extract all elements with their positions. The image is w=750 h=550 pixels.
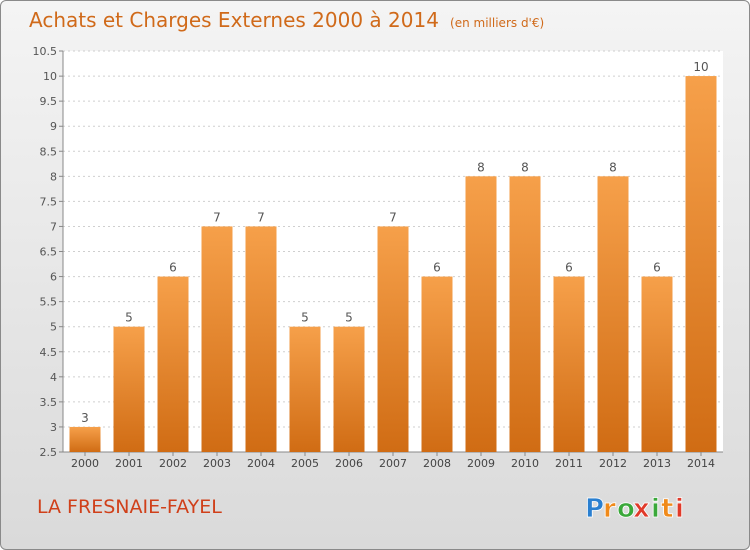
bar-value-label: 6 (169, 261, 177, 275)
x-tick-label: 2009 (467, 457, 495, 470)
bar (289, 326, 321, 452)
logo-letter: P (585, 494, 604, 524)
x-tick-label: 2001 (115, 457, 143, 470)
bar-value-label: 6 (433, 261, 441, 275)
x-tick-label: 2006 (335, 457, 363, 470)
bar (201, 226, 233, 452)
bar-value-label: 10 (693, 60, 708, 74)
bar-value-label: 8 (609, 160, 617, 174)
y-tick-label: 2.5 (40, 446, 58, 459)
bar (465, 176, 497, 452)
logo-letter: i (651, 494, 660, 524)
y-tick-label: 9 (50, 120, 57, 133)
logo-letter: o (617, 494, 635, 524)
x-tick-label: 2007 (379, 457, 407, 470)
proxiti-logo: Pr ox i t i (585, 494, 685, 525)
x-tick-label: 2014 (687, 457, 715, 470)
bar (245, 226, 277, 452)
x-tick-label: 2013 (643, 457, 671, 470)
y-tick-label: 7 (50, 220, 57, 233)
y-tick-label: 9.5 (40, 95, 58, 108)
logo-letter: i (675, 494, 684, 524)
x-tick-label: 2012 (599, 457, 627, 470)
bar-value-label: 7 (213, 210, 221, 224)
bar-value-label: 7 (257, 210, 265, 224)
bar-value-label: 7 (389, 210, 397, 224)
bar (157, 276, 189, 452)
bar-value-label: 3 (81, 411, 89, 425)
y-tick-label: 6.5 (40, 246, 58, 259)
x-tick-label: 2004 (247, 457, 275, 470)
y-tick-label: 3 (50, 421, 57, 434)
bar (509, 176, 541, 452)
y-tick-label: 8.5 (40, 145, 58, 158)
x-tick-label: 2003 (203, 457, 231, 470)
x-tick-label: 2000 (71, 457, 99, 470)
bar-value-label: 5 (125, 311, 133, 325)
title-text: Achats et Charges Externes 2000 à 2014 (29, 8, 439, 32)
bar (377, 226, 409, 452)
bar-value-label: 6 (565, 261, 573, 275)
bar-value-label: 5 (301, 311, 309, 325)
bar (685, 76, 717, 452)
x-tick-label: 2011 (555, 457, 583, 470)
x-tick-label: 2005 (291, 457, 319, 470)
y-tick-label: 3.5 (40, 396, 58, 409)
bar-value-label: 5 (345, 311, 353, 325)
y-tick-label: 5.5 (40, 296, 58, 309)
bar (597, 176, 629, 452)
y-tick-label: 7.5 (40, 195, 58, 208)
y-tick-label: 6 (50, 271, 57, 284)
bar-value-label: 8 (477, 160, 485, 174)
town-name: LA FRESNAIE-FAYEL (37, 496, 222, 518)
logo-letter: r (603, 494, 616, 524)
bar (113, 326, 145, 452)
y-tick-label: 5 (50, 321, 57, 334)
x-tick-label: 2008 (423, 457, 451, 470)
logo-letter: x (633, 494, 650, 524)
y-tick-label: 4.5 (40, 346, 58, 359)
y-tick-label: 10.5 (33, 45, 58, 58)
x-tick-label: 2010 (511, 457, 539, 470)
title-unit: (en milliers d'€) (450, 16, 545, 30)
bar (333, 326, 365, 452)
logo-letter: t (661, 494, 673, 524)
bar (641, 276, 673, 452)
bar-value-label: 6 (653, 261, 661, 275)
chart-title: Achats et Charges Externes 2000 à 2014 (… (29, 8, 544, 32)
bar-value-label: 8 (521, 160, 529, 174)
bar (69, 426, 101, 452)
y-tick-label: 8 (50, 170, 57, 183)
y-tick-label: 10 (43, 70, 57, 83)
x-tick-label: 2002 (159, 457, 187, 470)
y-tick-label: 4 (50, 371, 57, 384)
bar (421, 276, 453, 452)
bar (553, 276, 585, 452)
